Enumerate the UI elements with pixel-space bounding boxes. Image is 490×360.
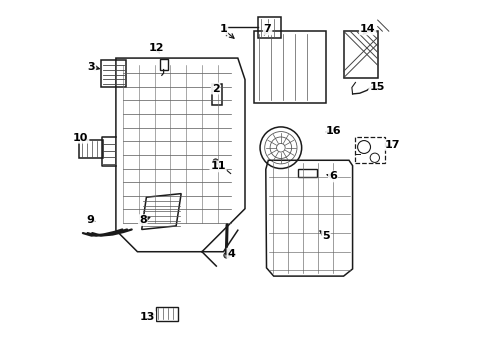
Bar (355, 137, 385, 163)
Text: 10: 10 (73, 133, 88, 143)
Bar (212, 84, 222, 105)
Text: 17: 17 (385, 140, 400, 150)
Text: 9: 9 (86, 215, 94, 225)
Text: 7: 7 (264, 24, 271, 35)
Bar (101, 60, 126, 87)
Bar (343, 31, 378, 78)
Text: 8: 8 (139, 215, 147, 225)
Text: 11: 11 (210, 161, 226, 171)
Text: 13: 13 (140, 312, 155, 322)
Text: 15: 15 (369, 82, 385, 93)
Bar (156, 307, 178, 320)
Bar (79, 140, 102, 158)
Bar (160, 59, 168, 69)
Text: 4: 4 (227, 248, 235, 258)
Circle shape (213, 159, 218, 164)
Bar (254, 31, 326, 103)
Text: 1: 1 (220, 24, 227, 35)
Circle shape (224, 252, 230, 258)
Text: 14: 14 (360, 24, 375, 35)
Text: 5: 5 (322, 231, 330, 240)
Text: 16: 16 (326, 126, 342, 135)
Bar (298, 169, 317, 177)
Text: 6: 6 (329, 171, 337, 181)
Text: 2: 2 (212, 84, 220, 94)
Bar (258, 17, 281, 39)
Text: 12: 12 (148, 43, 164, 53)
Text: 3: 3 (88, 62, 96, 72)
